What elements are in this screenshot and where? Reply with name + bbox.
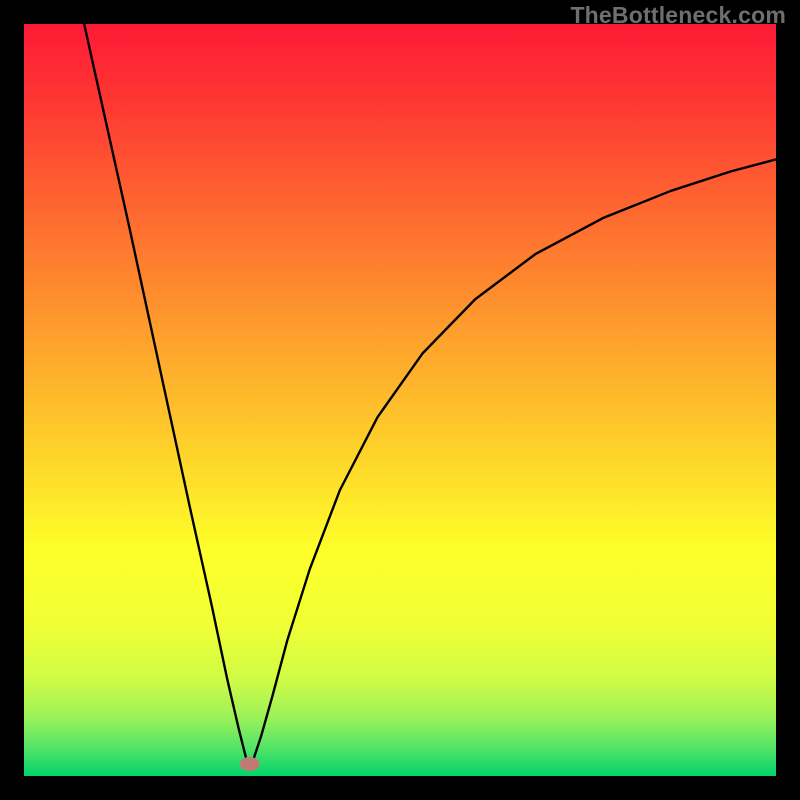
chart-frame: TheBottleneck.com [0, 0, 800, 800]
plot-area [24, 24, 776, 776]
minimum-marker [240, 757, 260, 771]
watermark-text: TheBottleneck.com [570, 2, 786, 29]
bottleneck-curve-chart [24, 24, 776, 776]
gradient-background [24, 24, 776, 776]
